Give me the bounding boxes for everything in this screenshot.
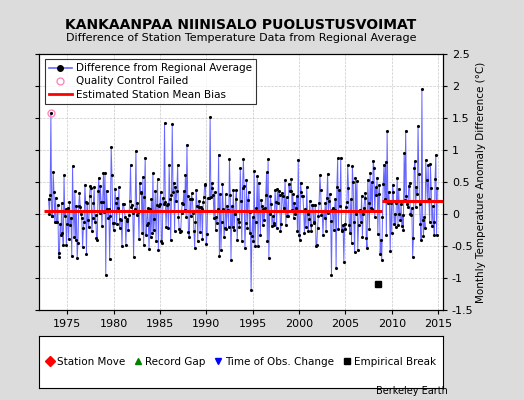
Legend: Difference from Regional Average, Quality Control Failed, Estimated Station Mean: Difference from Regional Average, Qualit… [45, 59, 256, 104]
Text: KANKAANPAA NIINISALO PUOLUSTUSVOIMAT: KANKAANPAA NIINISALO PUOLUSTUSVOIMAT [66, 18, 417, 32]
Y-axis label: Monthly Temperature Anomaly Difference (°C): Monthly Temperature Anomaly Difference (… [476, 61, 486, 303]
Text: Berkeley Earth: Berkeley Earth [376, 386, 448, 396]
Text: Difference of Station Temperature Data from Regional Average: Difference of Station Temperature Data f… [66, 33, 416, 43]
Legend: Station Move, Record Gap, Time of Obs. Change, Empirical Break: Station Move, Record Gap, Time of Obs. C… [42, 354, 440, 370]
